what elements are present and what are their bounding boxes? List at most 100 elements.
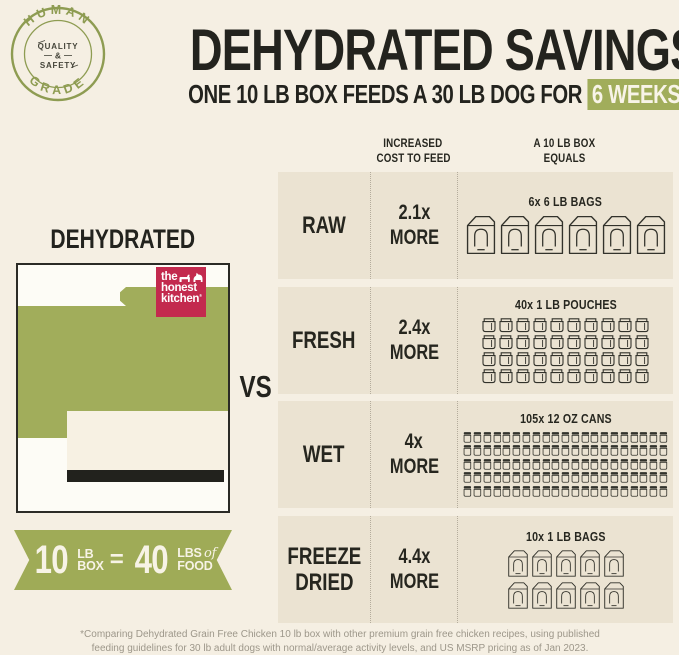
can-icon xyxy=(639,431,648,443)
badge-outer-ring-icon xyxy=(10,6,106,102)
can-icon xyxy=(542,485,551,497)
row-equivalent: 40x 1 LB POUCHES xyxy=(458,287,673,394)
can-icon xyxy=(532,471,541,483)
can-icon xyxy=(620,458,629,470)
bag-icon xyxy=(579,581,601,610)
dehydrated-heading-text: DEHYDRATED xyxy=(50,224,196,254)
can-icon xyxy=(473,458,482,470)
can-icon xyxy=(581,471,590,483)
can-icon xyxy=(659,431,668,443)
can-icon xyxy=(522,485,531,497)
can-icon xyxy=(561,444,570,457)
pouch-icon xyxy=(515,334,531,350)
equivalent-caption: 10x 1 LB BAGS xyxy=(525,529,606,544)
can-icon xyxy=(502,471,511,483)
pouch-icon xyxy=(600,368,616,384)
can-icon xyxy=(630,444,639,457)
row-equivalent: 105x 12 OZ CANS xyxy=(458,401,673,508)
row-label-text: FRESH xyxy=(292,326,356,354)
can-icon xyxy=(502,431,511,443)
equivalent-caption: 6x 6 LB BAGS xyxy=(528,195,603,209)
row-label-text: RAW xyxy=(302,211,346,239)
pouch-icon xyxy=(583,317,599,333)
badge-arc-top-text: HUMAN xyxy=(21,4,91,29)
pouch-icon xyxy=(583,351,599,367)
can-icon xyxy=(630,431,639,443)
svg-text:HUMAN: HUMAN xyxy=(21,4,95,29)
can-icon xyxy=(542,471,551,483)
box-black-bar xyxy=(67,470,224,482)
cost-multiplier: 2.4x xyxy=(398,316,430,340)
can-icon xyxy=(473,444,482,457)
ribbon-equals-sign: = xyxy=(109,546,124,573)
can-icon xyxy=(590,444,599,457)
equivalent-caption: 105x 12 OZ CANS xyxy=(519,412,612,427)
pouch-icon xyxy=(549,317,565,333)
row-label-text: WET xyxy=(303,440,345,468)
cost-word: MORE xyxy=(389,225,439,249)
equivalence-ribbon: 10 LB BOX = 40 LBS of FOOD xyxy=(14,530,232,590)
can-icon xyxy=(532,431,541,443)
can-icon xyxy=(463,431,472,443)
badge-safety-text: SAFETY xyxy=(40,61,76,70)
pouch-icon xyxy=(634,368,650,384)
ribbon-lb: LB xyxy=(77,546,94,561)
can-icon xyxy=(522,431,531,443)
can-icon xyxy=(483,485,492,497)
pouch-icon xyxy=(566,334,582,350)
pouch-icon xyxy=(617,317,633,333)
can-icon xyxy=(473,431,482,443)
row-cost: 2.1x MORE xyxy=(370,172,458,279)
ribbon-food: FOOD xyxy=(177,559,213,574)
pouch-icon xyxy=(481,334,497,350)
row-label: WET xyxy=(278,401,370,508)
can-icon xyxy=(600,471,609,483)
can-icon xyxy=(502,458,511,470)
can-icon xyxy=(581,485,590,497)
can-icon xyxy=(620,485,629,497)
can-icon xyxy=(551,431,560,443)
row-label-text: FREEZE xyxy=(287,542,361,570)
can-icon xyxy=(522,458,531,470)
can-icon xyxy=(551,471,560,483)
cost-word: MORE xyxy=(389,454,439,478)
pouch-icon xyxy=(549,368,565,384)
can-icon xyxy=(581,444,590,457)
can-icon xyxy=(659,444,668,457)
can-icon xyxy=(571,471,580,483)
can-icon xyxy=(542,458,551,470)
pouch-icon xyxy=(515,368,531,384)
bag-icon xyxy=(499,214,531,256)
cat-and-dog-icon xyxy=(179,272,203,282)
can-icon xyxy=(522,444,531,457)
can-icon xyxy=(581,458,590,470)
ribbon-unit-lbs-food: LBS of FOOD xyxy=(177,547,216,573)
can-icon xyxy=(512,444,521,457)
can-icon xyxy=(620,471,629,483)
bag-icon xyxy=(601,214,633,256)
row-label: FRESH xyxy=(278,287,370,394)
can-icon xyxy=(630,471,639,483)
can-icon xyxy=(532,458,541,470)
column-header-equals-line2: EQUALS xyxy=(543,152,586,165)
pouch-icon xyxy=(583,334,599,350)
can-icon xyxy=(590,471,599,483)
can-icon xyxy=(522,471,531,483)
page-subtitle: ONE 10 LB BOX FEEDS A 30 LB DOG FOR 6 WE… xyxy=(118,79,679,110)
bag-icon xyxy=(531,581,553,610)
can-icon xyxy=(551,458,560,470)
table-row-fresh: FRESH 2.4x MORE 40x 1 LB POUCHES xyxy=(278,287,673,394)
row-equivalent: 6x 6 LB BAGS xyxy=(458,172,673,279)
can-icon xyxy=(649,431,658,443)
can-icon xyxy=(610,485,619,497)
cost-word: MORE xyxy=(389,340,439,364)
pouch-icon xyxy=(549,334,565,350)
pouch-icon xyxy=(583,368,599,384)
column-header-cost-line1: INCREASED xyxy=(383,138,443,150)
pouch-icon xyxy=(481,317,497,333)
can-icon xyxy=(620,431,629,443)
bag-icon xyxy=(603,581,625,610)
can-icon xyxy=(659,485,668,497)
pouch-icon xyxy=(566,368,582,384)
can-icon xyxy=(561,485,570,497)
